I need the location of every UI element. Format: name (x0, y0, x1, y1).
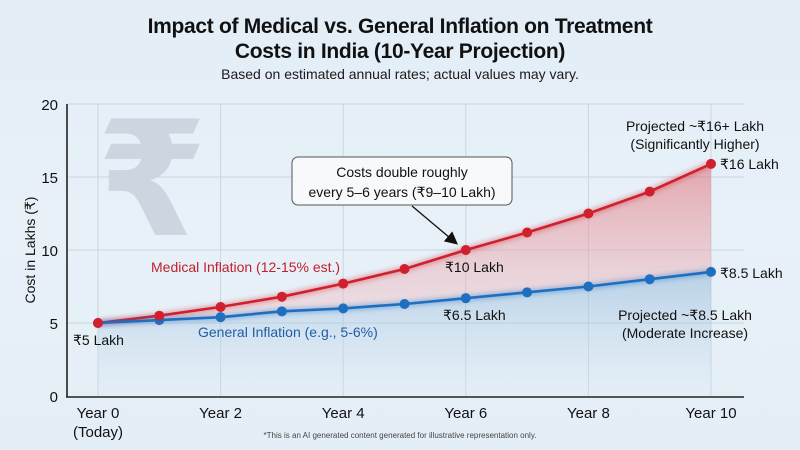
callout-arrow (411, 205, 458, 245)
x-tick-label: Year 10 (685, 405, 736, 422)
area-fills (98, 163, 711, 396)
point-medical (583, 208, 594, 219)
callout-rect (291, 156, 513, 206)
point-medical (338, 278, 349, 289)
chart-title: Impact of Medical vs. General Inflation … (0, 14, 800, 64)
label-medical-end: ₹16 Lakh (720, 156, 779, 172)
point-medical (93, 318, 103, 328)
point-medical (460, 245, 471, 255)
x-tick-label: Year 8 (567, 405, 610, 422)
legend-general: General Inflation (e.g., 5-6%) (198, 324, 378, 340)
title-line-2: Costs in India (10-Year Projection) (234, 40, 566, 63)
label-medical-mid: ₹10 Lakh (445, 259, 504, 275)
point-medical (522, 227, 533, 238)
point-medical (706, 158, 716, 169)
general-projection-line-2: (Moderate Increase) (622, 325, 748, 341)
label-general-mid: ₹6.5 Lakh (443, 307, 506, 323)
point-general (644, 274, 655, 285)
rupee-icon: ₹ (96, 86, 207, 273)
point-general (276, 306, 287, 317)
label-start: ₹5 Lakh (73, 332, 124, 348)
medical-projection-line-1: Projected ~₹16+ Lakh (626, 118, 764, 134)
y-tick-label: 20 (41, 97, 58, 114)
x-tick-label: Year 2 (199, 405, 242, 422)
y-tick-label: 0 (50, 389, 58, 406)
y-tick-label: 5 (50, 316, 58, 333)
label-general-end: ₹8.5 Lakh (720, 265, 783, 281)
callout-line-2: every 5–6 years (₹9–10 Lakh) (308, 184, 495, 200)
footnote: *This is an AI generated content generat… (263, 431, 537, 440)
title-line-1: Impact of Medical vs. General Inflation … (147, 15, 653, 38)
x-tick-labels: Year 0 (Today) Year 2 Year 4 Year 6 Year 8 Yea… (73, 405, 737, 441)
point-general (583, 281, 594, 292)
series-points (93, 158, 716, 328)
y-tick-label: 10 (41, 243, 58, 260)
y-tick-labels: 0 5 10 15 20 (41, 97, 58, 406)
callout-box: Costs double roughly every 5–6 years (₹9… (291, 156, 513, 245)
point-general (522, 287, 533, 298)
callout-line-1: Costs double roughly (336, 164, 468, 180)
point-medical (644, 186, 655, 197)
legend-medical: Medical Inflation (12-15% est.) (151, 259, 340, 275)
point-general (338, 303, 349, 314)
y-tick-label: 15 (41, 170, 58, 187)
general-projection-line-1: Projected ~₹8.5 Lakh (618, 307, 752, 323)
point-general (215, 312, 226, 323)
point-general (460, 293, 471, 304)
x-tick-label: Year 4 (322, 405, 365, 422)
point-medical (215, 301, 226, 312)
chart-subtitle: Based on estimated annual rates; actual … (221, 66, 579, 82)
point-medical (276, 291, 287, 302)
point-medical (154, 310, 165, 321)
point-general (399, 299, 410, 310)
medical-projection-line-2: (Significantly Higher) (630, 136, 759, 152)
point-general (706, 266, 716, 277)
y-axis-label: Cost in Lakhs (₹) (22, 197, 38, 304)
area-general (98, 271, 711, 396)
x-tick-label: Year 0 (77, 405, 120, 422)
area-medical (98, 163, 711, 323)
x-tick-sublabel: (Today) (73, 424, 123, 441)
x-tick-label: Year 6 (444, 405, 487, 422)
point-medical (399, 263, 410, 274)
